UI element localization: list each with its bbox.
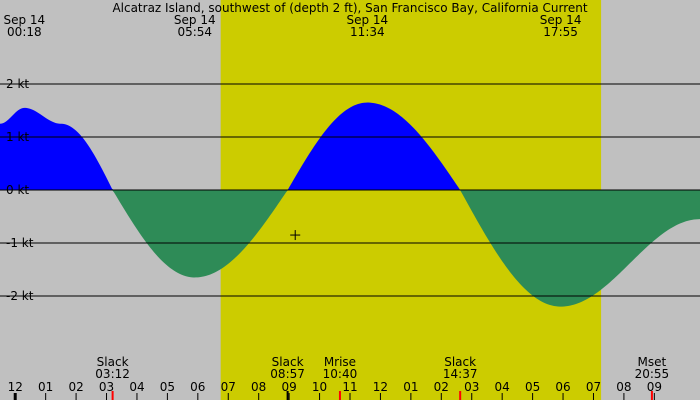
extreme-date-label: Sep 14 — [174, 13, 216, 27]
x-tick-label: 03 — [99, 380, 114, 394]
x-tick-mark — [13, 393, 17, 400]
extreme-date-label: Sep 14 — [346, 13, 388, 27]
x-tick-label: 09 — [647, 380, 662, 394]
event-marker — [286, 391, 289, 400]
x-tick-label: 07 — [586, 380, 601, 394]
extreme-time-label: 17:55 — [543, 25, 578, 39]
x-tick-label: 11 — [342, 380, 357, 394]
crosshair-cursor — [290, 230, 301, 241]
event-time-label: 10:40 — [323, 367, 358, 381]
event-labels: Slack03:12Slack08:57Mrise10:40Slack14:37… — [95, 355, 669, 400]
x-tick-label: 05 — [525, 380, 540, 394]
x-tick-label: 08 — [251, 380, 266, 394]
event-marker — [338, 391, 341, 400]
x-tick-mark — [532, 393, 534, 400]
y-tick-label: 0 kt — [6, 183, 29, 197]
event-name-label: Mrise — [324, 355, 356, 369]
x-tick-mark — [440, 393, 442, 400]
x-tick-mark — [166, 393, 168, 400]
y-tick-label: 2 kt — [6, 77, 29, 91]
y-tick-label: -2 kt — [6, 289, 34, 303]
x-tick-label: 03 — [464, 380, 479, 394]
event-time-label: 03:12 — [95, 367, 130, 381]
x-tick-label: 05 — [160, 380, 175, 394]
x-tick-mark — [106, 393, 108, 400]
x-tick-mark — [75, 393, 77, 400]
x-axis-ticks: 1112010203040506070809101112010203040506… — [8, 380, 662, 400]
x-tick-label: 04 — [129, 380, 144, 394]
x-tick-mark — [258, 393, 260, 400]
x-tick-label: 09 — [281, 380, 296, 394]
flood-current-area — [0, 102, 700, 190]
x-tick-label: 08 — [616, 380, 631, 394]
y-tick-label: 1 kt — [6, 130, 29, 144]
event-time-label: 08:57 — [270, 367, 305, 381]
x-tick-mark — [319, 393, 321, 400]
event-marker — [111, 391, 114, 400]
x-tick-mark — [653, 393, 655, 400]
x-tick-mark — [136, 393, 138, 400]
x-tick-label: 12 — [373, 380, 388, 394]
event-time-label: 20:55 — [635, 367, 670, 381]
x-tick-mark — [379, 393, 381, 400]
event-marker — [650, 391, 653, 400]
x-tick-label: 02 — [68, 380, 83, 394]
x-tick-label: 07 — [221, 380, 236, 394]
x-tick-mark — [349, 393, 351, 400]
extreme-date-label: Sep 14 — [540, 13, 582, 27]
extreme-time-label: 00:18 — [7, 25, 42, 39]
event-marker — [459, 391, 462, 400]
x-tick-label: 04 — [495, 380, 510, 394]
y-axis-labels: 2 kt 1 kt 0 kt -1 kt -2 kt — [6, 77, 34, 303]
event-name-label: Mset — [638, 355, 667, 369]
event-name-label: Slack — [444, 355, 476, 369]
x-tick-label: 02 — [434, 380, 449, 394]
x-tick-mark — [592, 393, 594, 400]
x-tick-label: 01 — [38, 380, 53, 394]
x-tick-label: 06 — [555, 380, 570, 394]
extreme-time-label: 11:34 — [350, 25, 385, 39]
extreme-time-label: 05:54 — [177, 25, 212, 39]
x-tick-mark — [227, 393, 229, 400]
x-tick-mark — [501, 393, 503, 400]
x-tick-mark — [562, 393, 564, 400]
x-tick-mark — [288, 393, 290, 400]
event-time-label: 14:37 — [443, 367, 478, 381]
extreme-date-label: Sep 14 — [3, 13, 45, 27]
x-tick-label: 06 — [190, 380, 205, 394]
x-tick-label: 10 — [312, 380, 327, 394]
event-name-label: Slack — [272, 355, 304, 369]
x-tick-mark — [45, 393, 47, 400]
x-tick-mark — [623, 393, 625, 400]
x-tick-mark — [471, 393, 473, 400]
x-tick-label: 12 — [8, 380, 23, 394]
gridlines — [0, 83, 700, 297]
chart-title: Alcatraz Island, southwest of (depth 2 f… — [112, 1, 587, 15]
x-tick-mark — [410, 393, 412, 400]
event-name-label: Slack — [97, 355, 129, 369]
x-tick-label: 01 — [403, 380, 418, 394]
x-tick-mark — [197, 393, 199, 400]
ebb-current-area — [0, 190, 700, 307]
y-tick-label: -1 kt — [6, 236, 34, 250]
